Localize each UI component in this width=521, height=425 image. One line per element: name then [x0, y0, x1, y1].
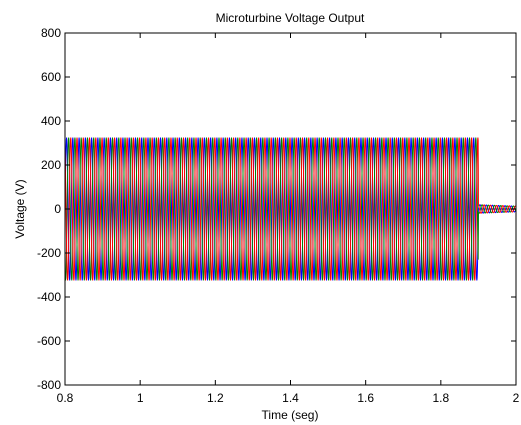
y-tick-label: 200: [41, 158, 61, 172]
x-tick-label: 1.4: [282, 391, 299, 405]
y-tick-label: -400: [37, 290, 61, 304]
x-tick-label: 1.8: [432, 391, 449, 405]
x-tick-label: 1.6: [357, 391, 374, 405]
y-tick-label: 400: [41, 114, 61, 128]
series-line-2: [65, 137, 516, 281]
y-axis: 800 600 400 200 0 -200 -400 -600 -800: [37, 26, 516, 392]
y-tick-label: 600: [41, 70, 61, 84]
y-tick-label: -600: [37, 334, 61, 348]
x-axis: 0.8 1 1.2 1.4 1.6 1.8 2: [57, 33, 520, 405]
chart-title: Microturbine Voltage Output: [216, 11, 365, 25]
x-tick-label: 1: [137, 391, 144, 405]
y-tick-label: -200: [37, 246, 61, 260]
x-tick-label: 1.2: [207, 391, 224, 405]
y-tick-label: -800: [37, 378, 61, 392]
series-group: [65, 137, 516, 281]
y-tick-label: 0: [54, 202, 61, 216]
series-line-3: [65, 137, 516, 281]
x-axis-title: Time (seg): [262, 408, 319, 422]
x-tick-label: 0.8: [57, 391, 74, 405]
y-axis-title: Voltage (V): [13, 179, 27, 238]
y-tick-label: 800: [41, 26, 61, 40]
x-tick-label: 2: [513, 391, 520, 405]
series-line-1: [65, 137, 516, 281]
